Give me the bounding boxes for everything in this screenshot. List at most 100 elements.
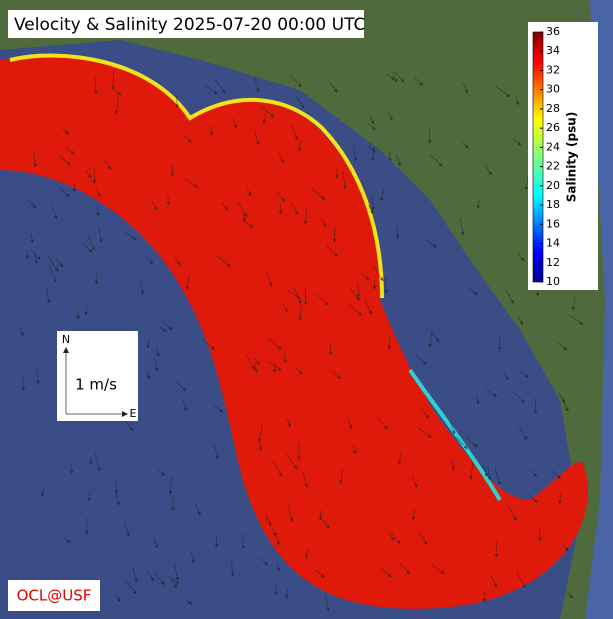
velocity-arrow: [76, 310, 80, 320]
velocity-arrow: [320, 516, 330, 529]
velocity-arrow: [380, 567, 392, 578]
velocity-arrow: [158, 469, 165, 476]
velocity-arrow: [361, 273, 370, 281]
velocity-arrow: [451, 460, 456, 471]
colorbar-tick-label: 30: [546, 83, 560, 96]
velocity-arrow: [380, 188, 385, 202]
colorbar-tick-label: 16: [546, 217, 560, 230]
velocity-arrow: [96, 206, 100, 217]
velocity-arrow: [51, 205, 58, 220]
velocity-arrow: [254, 130, 260, 146]
velocity-arrow: [171, 578, 177, 589]
velocity-arrow: [146, 369, 151, 380]
velocity-arrow: [290, 125, 298, 141]
velocity-arrow: [213, 442, 219, 459]
velocity-arrow: [190, 550, 196, 564]
velocity-arrow: [368, 204, 374, 215]
velocity-arrow: [387, 533, 395, 541]
colorbar-tick-label: 10: [546, 275, 560, 288]
velocity-arrow: [272, 461, 283, 477]
velocity-arrow: [132, 566, 138, 583]
velocity-arrow: [151, 200, 157, 211]
velocity-arrow: [524, 174, 529, 191]
velocity-arrow: [372, 266, 384, 282]
velocity-arrow: [260, 557, 268, 566]
velocity-arrow: [419, 532, 428, 546]
colorbar-tick-label: 28: [546, 102, 560, 115]
velocity-arrow: [87, 490, 92, 502]
velocity-arrow: [19, 328, 24, 337]
velocity-arrow: [347, 303, 363, 316]
velocity-arrow: [566, 591, 573, 599]
velocity-arrow: [46, 288, 51, 304]
velocity-arrow: [174, 256, 181, 266]
velocity-arrow: [48, 265, 57, 283]
velocity-arrow: [246, 188, 252, 197]
velocity-arrow: [311, 188, 326, 200]
velocity-arrow: [254, 361, 258, 373]
velocity-arrow: [114, 89, 122, 96]
velocity-arrow: [86, 234, 95, 251]
velocity-arrow: [571, 296, 576, 311]
velocity-arrow: [144, 255, 153, 265]
velocity-arrow: [124, 230, 137, 240]
velocity-arrow: [33, 151, 37, 168]
velocity-arrow: [267, 360, 282, 371]
velocity-arrow: [41, 487, 45, 497]
velocity-arrow: [353, 145, 358, 162]
velocity-arrow: [114, 96, 119, 115]
velocity-arrow: [274, 582, 278, 596]
colorbar-tick-label: 20: [546, 179, 560, 192]
velocity-arrow: [214, 79, 226, 94]
velocity-arrow: [168, 476, 173, 495]
velocity-arrow: [388, 151, 392, 162]
velocity-arrow: [366, 122, 376, 131]
velocity-arrow: [21, 376, 26, 392]
velocity-arrow: [253, 356, 260, 366]
colorbar-tick-label: 14: [546, 237, 560, 250]
velocity-arrow: [102, 158, 112, 170]
colorbar-tick-label: 22: [546, 160, 560, 173]
velocity-arrow: [304, 549, 309, 559]
velocity-arrow: [185, 178, 199, 188]
velocity-arrow: [183, 135, 192, 143]
velocity-arrow: [203, 340, 215, 350]
velocity-arrow: [387, 334, 392, 350]
velocity-arrow: [27, 199, 37, 209]
colorbar-tick-label: 34: [546, 44, 560, 57]
velocity-arrow: [502, 371, 509, 381]
velocity-arrow: [411, 509, 416, 521]
velocity-arrow: [155, 346, 160, 357]
velocity-arrow: [154, 358, 159, 372]
title-box: [8, 10, 364, 38]
east-label: E: [130, 407, 137, 420]
velocity-arrow: [508, 506, 517, 521]
velocity-arrow: [456, 437, 468, 450]
velocity-arrow: [140, 278, 145, 295]
colorbar: [532, 31, 544, 283]
velocity-arrow: [513, 138, 522, 146]
velocity-arrow: [505, 289, 514, 304]
velocity-arrow: [462, 142, 469, 149]
velocity-arrow: [414, 77, 424, 86]
velocity-arrow: [213, 403, 224, 413]
velocity-arrow: [242, 213, 246, 222]
velocity-arrow: [459, 217, 465, 236]
velocity-arrow: [515, 94, 520, 106]
velocity-arrow: [328, 343, 333, 356]
velocity-arrow: [324, 594, 330, 612]
colorbar-ticks: 10 12 14 16 18 20 22 24 26 28 30 32 34 36: [540, 25, 560, 288]
velocity-arrow: [33, 252, 38, 264]
velocity-arrow: [296, 97, 305, 109]
velocity-arrow: [394, 71, 405, 83]
velocity-arrow: [421, 408, 429, 419]
velocity-arrow: [169, 576, 180, 584]
velocity-arrow: [538, 525, 542, 541]
velocity-arrow: [237, 202, 248, 218]
velocity-arrow: [392, 71, 398, 83]
colorbar-tick-label: 32: [546, 63, 560, 76]
colorbar-tick-label: 18: [546, 198, 560, 211]
velocity-arrow: [262, 109, 267, 124]
velocity-arrow: [517, 252, 525, 262]
